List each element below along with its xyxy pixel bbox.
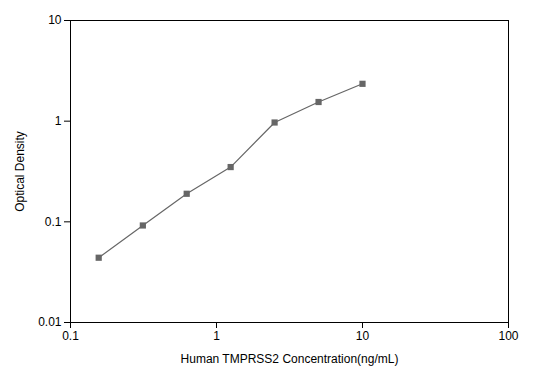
svg-text:1: 1 bbox=[55, 114, 62, 128]
svg-text:100: 100 bbox=[498, 329, 518, 343]
svg-text:0.01: 0.01 bbox=[38, 315, 62, 329]
svg-text:0.1: 0.1 bbox=[62, 329, 79, 343]
svg-text:0.1: 0.1 bbox=[45, 215, 62, 229]
svg-text:10: 10 bbox=[48, 13, 62, 27]
svg-text:1: 1 bbox=[213, 329, 220, 343]
svg-text:Optical Density: Optical Density bbox=[13, 131, 27, 212]
svg-text:10: 10 bbox=[356, 329, 370, 343]
svg-text:Human TMPRSS2 Concentration(ng: Human TMPRSS2 Concentration(ng/mL) bbox=[181, 352, 399, 366]
